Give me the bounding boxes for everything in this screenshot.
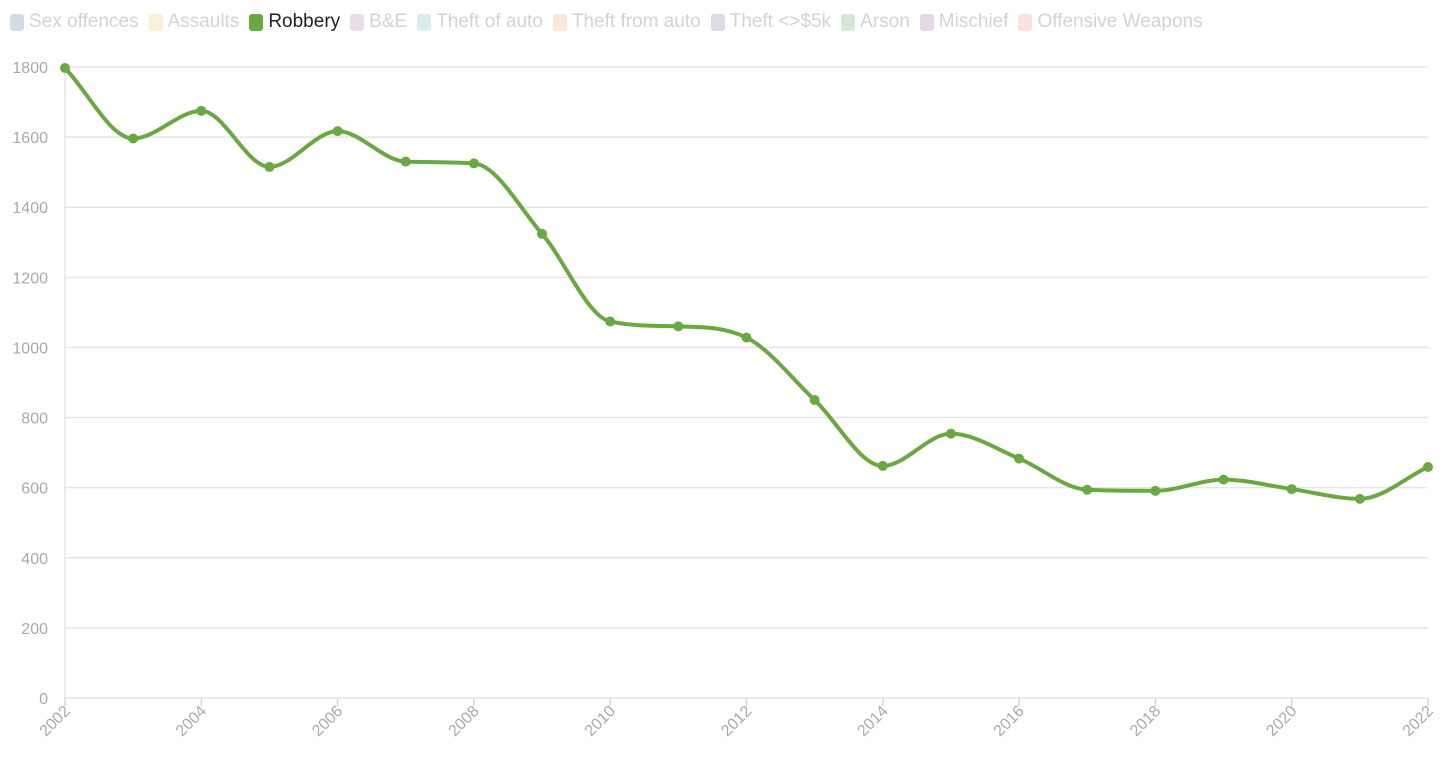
data-point-2005[interactable] <box>264 161 275 172</box>
legend-label: Mischief <box>938 11 1009 32</box>
data-point-2009[interactable] <box>537 228 548 239</box>
y-tick-label: 1000 <box>12 340 48 357</box>
legend-item-theft-5k[interactable]: Theft <>$5k <box>710 11 832 33</box>
legend-label: Theft from auto <box>571 11 701 32</box>
legend-swatch <box>710 13 725 31</box>
y-axis: 0 200 400 600 800 1000 1200 1400 1600 1800 <box>12 60 66 708</box>
legend-label: B&E <box>369 11 408 32</box>
y-tick-label: 400 <box>21 551 48 568</box>
data-point-2011[interactable] <box>673 321 684 332</box>
legend-label: Theft of auto <box>436 11 543 32</box>
legend-swatch <box>417 13 432 31</box>
y-tick-label: 600 <box>21 481 48 498</box>
legend-swatch <box>10 13 24 31</box>
legend-item-arson[interactable]: Arson <box>841 11 910 33</box>
legend-item-robbery[interactable]: Robbery <box>249 11 340 33</box>
data-point-2016[interactable] <box>1014 453 1025 464</box>
y-tick-label: 200 <box>21 621 48 638</box>
data-point-2019[interactable] <box>1218 474 1229 485</box>
legend-item-offensive-weapons[interactable]: Offensive Weapons <box>1018 11 1203 33</box>
x-tick-label: 2022 <box>1400 703 1437 740</box>
x-axis: 2002 2004 2006 2008 2010 2012 2014 2016 2018 2020… <box>37 698 1437 740</box>
x-tick-label: 2010 <box>582 703 619 740</box>
data-point-2018[interactable] <box>1150 485 1161 496</box>
legend-item-theft-of-auto[interactable]: Theft of auto <box>417 11 543 33</box>
data-point-2014[interactable] <box>877 460 888 471</box>
x-tick-label: 2002 <box>37 703 74 740</box>
data-point-2006[interactable] <box>332 126 343 137</box>
x-tick-label: 2018 <box>1127 703 1164 740</box>
x-tick-label: 2012 <box>718 703 755 740</box>
data-point-2004[interactable] <box>196 105 207 116</box>
legend-label: Assaults <box>167 11 240 32</box>
legend-swatch <box>350 13 365 31</box>
legend-label: Arson <box>860 11 910 32</box>
legend-label: Sex offences <box>29 11 139 32</box>
data-point-2008[interactable] <box>468 158 479 169</box>
data-point-2010[interactable] <box>605 316 616 327</box>
legend-swatch <box>1018 13 1033 31</box>
x-tick-label: 2014 <box>854 703 891 740</box>
y-tick-label: 800 <box>21 411 48 428</box>
legend-label: Offensive Weapons <box>1037 11 1203 32</box>
data-point-2013[interactable] <box>809 395 820 406</box>
legend-item-sex-offences[interactable]: Sex offences <box>10 11 139 33</box>
x-tick-label: 2020 <box>1263 703 1300 740</box>
legend-swatch <box>841 13 856 31</box>
legend-label: Robbery <box>268 11 341 32</box>
data-point-2017[interactable] <box>1082 484 1093 495</box>
x-tick-label: 2008 <box>446 703 483 740</box>
chart-legend: Sex offences Assaults Robbery B&E Theft of a… <box>10 8 1203 36</box>
series-layer <box>60 63 1433 504</box>
legend-item-theft-from-auto[interactable]: Theft from auto <box>552 11 701 33</box>
data-point-2020[interactable] <box>1286 484 1297 495</box>
x-tick-label: 2006 <box>309 703 346 740</box>
data-point-2012[interactable] <box>741 332 752 343</box>
data-point-2007[interactable] <box>400 156 411 167</box>
x-tick-label: 2016 <box>991 703 1028 740</box>
y-tick-label: 1600 <box>12 130 48 147</box>
y-tick-label: 0 <box>39 691 48 708</box>
data-point-2021[interactable] <box>1354 493 1365 504</box>
x-tick-label: 2004 <box>173 703 210 740</box>
data-point-2015[interactable] <box>945 428 956 439</box>
legend-item-assaults[interactable]: Assaults <box>148 11 240 33</box>
legend-swatch <box>919 13 934 31</box>
gridlines <box>65 66 1428 699</box>
legend-label: Theft <>$5k <box>729 11 832 32</box>
legend-item-mischief[interactable]: Mischief <box>919 11 1009 33</box>
data-point-2022[interactable] <box>1423 461 1433 472</box>
y-tick-label: 1400 <box>12 200 48 217</box>
series-line-robbery <box>63 66 1430 501</box>
y-tick-label: 1800 <box>12 60 48 77</box>
legend-swatch <box>148 13 163 31</box>
y-tick-label: 1200 <box>12 270 48 287</box>
legend-swatch <box>552 13 567 31</box>
legend-item-b-e[interactable]: B&E <box>350 11 407 33</box>
data-point-2002[interactable] <box>60 63 70 74</box>
legend-swatch <box>249 13 264 31</box>
data-point-2003[interactable] <box>128 133 139 144</box>
